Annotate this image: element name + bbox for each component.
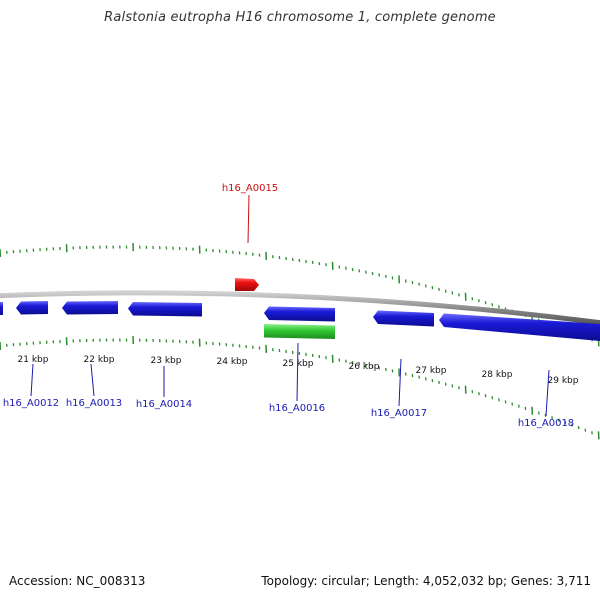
gene-arrow-h16_A0015[interactable] bbox=[235, 278, 259, 291]
ruler-label-24kbp: 24 kbp bbox=[217, 357, 248, 367]
gene-arrow-h16_A0011[interactable] bbox=[0, 302, 3, 315]
gene-label-h16_A0017[interactable]: h16_A0017 bbox=[371, 408, 427, 419]
ruler-label-25kbp: 25 kbp bbox=[283, 359, 314, 369]
gene-label-h16_A0018[interactable]: h16_A0018 bbox=[518, 418, 574, 429]
leader-line-h16_A0016 bbox=[296, 342, 299, 402]
inner-tick-marks bbox=[0, 336, 600, 440]
gene-label-h16_A0012[interactable]: h16_A0012 bbox=[3, 398, 59, 409]
chromosome-backbone bbox=[0, 290, 600, 326]
gene-label-h16_A0015[interactable]: h16_A0015 bbox=[222, 183, 278, 194]
leader-line-h16_A0017 bbox=[398, 358, 402, 407]
leader-line-h16_A0012 bbox=[30, 363, 34, 397]
genome-summary-text: Topology: circular; Length: 4,052,032 bp… bbox=[261, 574, 591, 588]
gene-label-h16_A0016[interactable]: h16_A0016 bbox=[269, 403, 325, 414]
ruler-label-28kbp: 28 kbp bbox=[482, 370, 513, 380]
ruler-label-27kbp: 27 kbp bbox=[416, 366, 447, 376]
gene-arrow-h16_A0013[interactable] bbox=[62, 301, 118, 315]
leader-line-h16_A0015 bbox=[247, 194, 250, 244]
leader-line-h16_A0018 bbox=[545, 369, 550, 417]
gene-arrow-h16_A0018[interactable] bbox=[439, 313, 600, 342]
ruler-label-26kbp: 26 kbp bbox=[349, 362, 380, 372]
ruler-label-22kbp: 22 kbp bbox=[84, 355, 115, 365]
map-title: Ralstonia eutropha H16 chromosome 1, com… bbox=[104, 10, 496, 25]
gene-arrow-h16_A0012[interactable] bbox=[16, 301, 48, 315]
gene-arrow-h16_A0014[interactable] bbox=[128, 302, 202, 317]
leader-line-h16_A0013 bbox=[90, 363, 95, 397]
gene-arrow-h16_A0016[interactable] bbox=[264, 306, 335, 322]
gene-label-h16_A0014[interactable]: h16_A0014 bbox=[136, 399, 192, 410]
gene-arrow-h16_A0017[interactable] bbox=[373, 310, 434, 327]
gene-label-h16_A0013[interactable]: h16_A0013 bbox=[66, 398, 122, 409]
ruler-label-21kbp: 21 kbp bbox=[18, 355, 49, 365]
ruler-label-23kbp: 23 kbp bbox=[151, 356, 182, 366]
gene-bar-h16_A0016-green[interactable] bbox=[264, 324, 335, 339]
accession-text: Accession: NC_008313 bbox=[9, 574, 146, 588]
ruler-label-29kbp: 29 kbp bbox=[548, 376, 579, 386]
